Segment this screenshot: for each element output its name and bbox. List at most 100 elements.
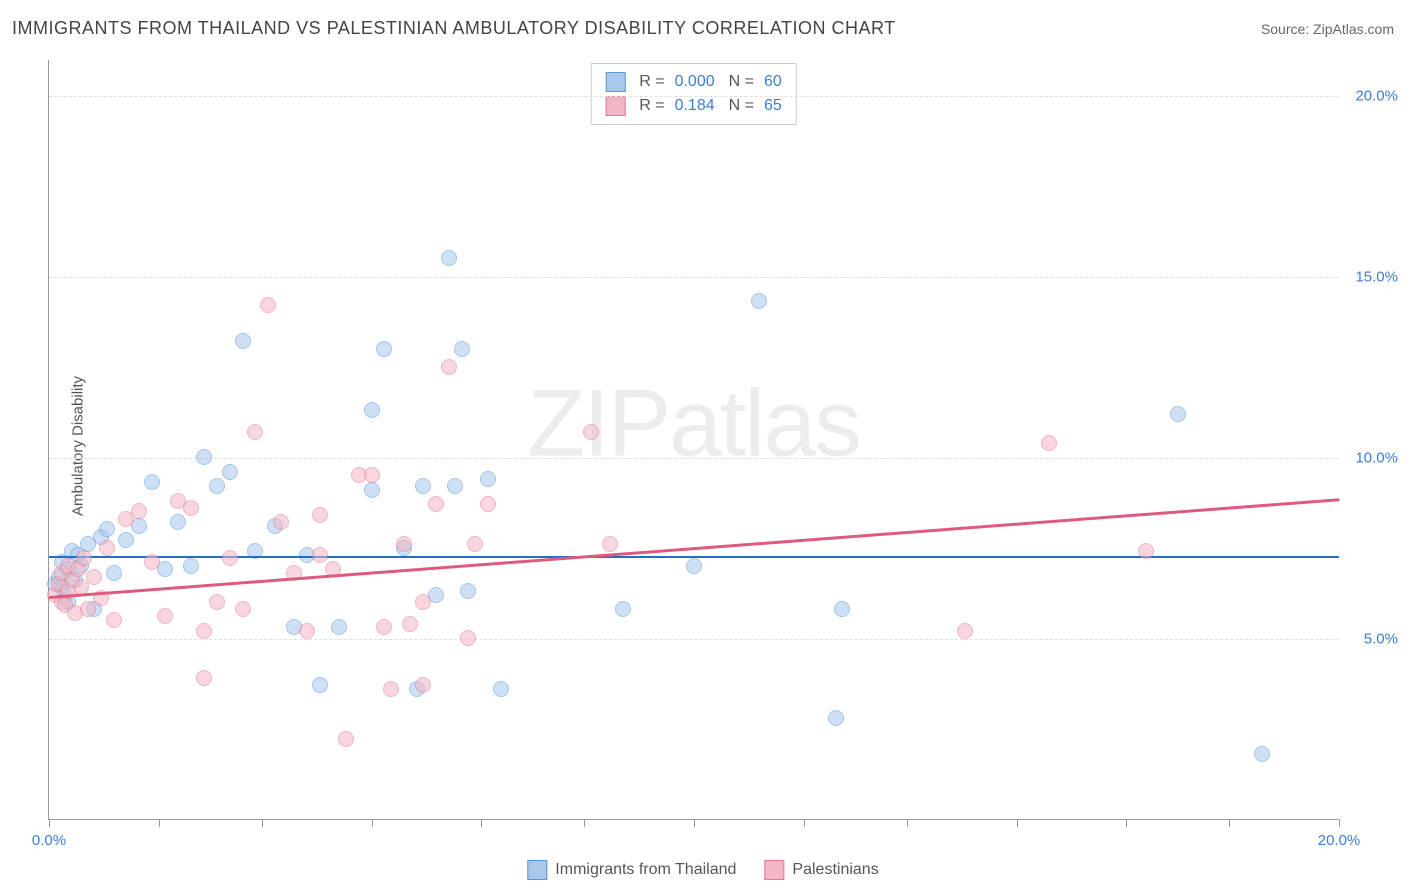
- data-point: [1170, 406, 1186, 422]
- data-point: [312, 547, 328, 563]
- x-tick: [804, 819, 805, 827]
- data-point: [183, 500, 199, 516]
- n-label: N =: [729, 70, 754, 94]
- y-tick-label: 20.0%: [1355, 88, 1398, 105]
- data-point: [415, 594, 431, 610]
- x-tick: [1126, 819, 1127, 827]
- data-point: [170, 514, 186, 530]
- data-point: [247, 424, 263, 440]
- gridline: [49, 277, 1338, 278]
- source-prefix: Source:: [1261, 21, 1313, 37]
- x-tick: [372, 819, 373, 827]
- data-point: [196, 670, 212, 686]
- data-point: [364, 482, 380, 498]
- data-point: [460, 583, 476, 599]
- data-point: [460, 630, 476, 646]
- data-point: [602, 536, 618, 552]
- data-point: [299, 623, 315, 639]
- watermark: ZIPatlas: [527, 370, 859, 479]
- swatch-thailand: [527, 860, 547, 880]
- correlation-legend: R = 0.000 N = 60 R = 0.184 N = 65: [590, 63, 797, 125]
- data-point: [441, 359, 457, 375]
- data-point: [209, 478, 225, 494]
- legend-label-thailand: Immigrants from Thailand: [555, 861, 736, 879]
- chart-title: IMMIGRANTS FROM THAILAND VS PALESTINIAN …: [12, 18, 896, 39]
- data-point: [396, 536, 412, 552]
- data-point: [106, 565, 122, 581]
- data-point: [454, 341, 470, 357]
- swatch-palestinians: [764, 860, 784, 880]
- x-tick: [907, 819, 908, 827]
- data-point: [99, 540, 115, 556]
- x-tick: [694, 819, 695, 827]
- data-point: [751, 293, 767, 309]
- data-point: [364, 467, 380, 483]
- data-point: [1138, 543, 1154, 559]
- swatch-palestinians: [605, 96, 625, 116]
- data-point: [76, 550, 92, 566]
- x-tick: [262, 819, 263, 827]
- n-value-thailand: 60: [764, 70, 782, 94]
- source-link[interactable]: ZipAtlas.com: [1313, 21, 1394, 37]
- data-point: [828, 710, 844, 726]
- data-point: [196, 623, 212, 639]
- n-label: N =: [729, 94, 754, 118]
- data-point: [615, 601, 631, 617]
- data-point: [686, 558, 702, 574]
- data-point: [441, 250, 457, 266]
- source-label: Source: ZipAtlas.com: [1261, 21, 1394, 37]
- data-point: [480, 496, 496, 512]
- data-point: [383, 681, 399, 697]
- x-tick: [584, 819, 585, 827]
- data-point: [493, 681, 509, 697]
- series-legend: Immigrants from Thailand Palestinians: [527, 860, 878, 880]
- x-tick-label: 0.0%: [32, 832, 66, 849]
- data-point: [834, 601, 850, 617]
- x-tick: [481, 819, 482, 827]
- data-point: [957, 623, 973, 639]
- legend-row-palestinians: R = 0.184 N = 65: [605, 94, 782, 118]
- data-point: [157, 608, 173, 624]
- data-point: [106, 612, 122, 628]
- data-point: [376, 619, 392, 635]
- data-point: [86, 569, 102, 585]
- data-point: [415, 478, 431, 494]
- data-point: [144, 554, 160, 570]
- data-point: [312, 677, 328, 693]
- data-point: [196, 449, 212, 465]
- gridline: [49, 458, 1338, 459]
- data-point: [338, 731, 354, 747]
- data-point: [480, 471, 496, 487]
- data-point: [1041, 435, 1057, 451]
- data-point: [222, 464, 238, 480]
- data-point: [1254, 746, 1270, 762]
- data-point: [447, 478, 463, 494]
- data-point: [144, 474, 160, 490]
- data-point: [131, 503, 147, 519]
- data-point: [235, 601, 251, 617]
- plot-area: ZIPatlas R = 0.000 N = 60 R = 0.184 N = …: [48, 60, 1338, 820]
- legend-item-palestinians: Palestinians: [764, 860, 878, 880]
- data-point: [235, 333, 251, 349]
- data-point: [364, 402, 380, 418]
- data-point: [428, 496, 444, 512]
- data-point: [209, 594, 225, 610]
- y-tick-label: 15.0%: [1355, 269, 1398, 286]
- r-value-palestinians: 0.184: [675, 94, 715, 118]
- x-tick: [159, 819, 160, 827]
- legend-label-palestinians: Palestinians: [792, 861, 878, 879]
- data-point: [312, 507, 328, 523]
- x-tick: [49, 819, 50, 827]
- legend-row-thailand: R = 0.000 N = 60: [605, 70, 782, 94]
- data-point: [118, 532, 134, 548]
- x-tick: [1017, 819, 1018, 827]
- data-point: [467, 536, 483, 552]
- data-point: [376, 341, 392, 357]
- y-tick-label: 5.0%: [1364, 631, 1398, 648]
- data-point: [99, 521, 115, 537]
- data-point: [222, 550, 238, 566]
- x-tick: [1339, 819, 1340, 827]
- r-label: R =: [639, 70, 664, 94]
- x-tick-label: 20.0%: [1318, 832, 1361, 849]
- data-point: [583, 424, 599, 440]
